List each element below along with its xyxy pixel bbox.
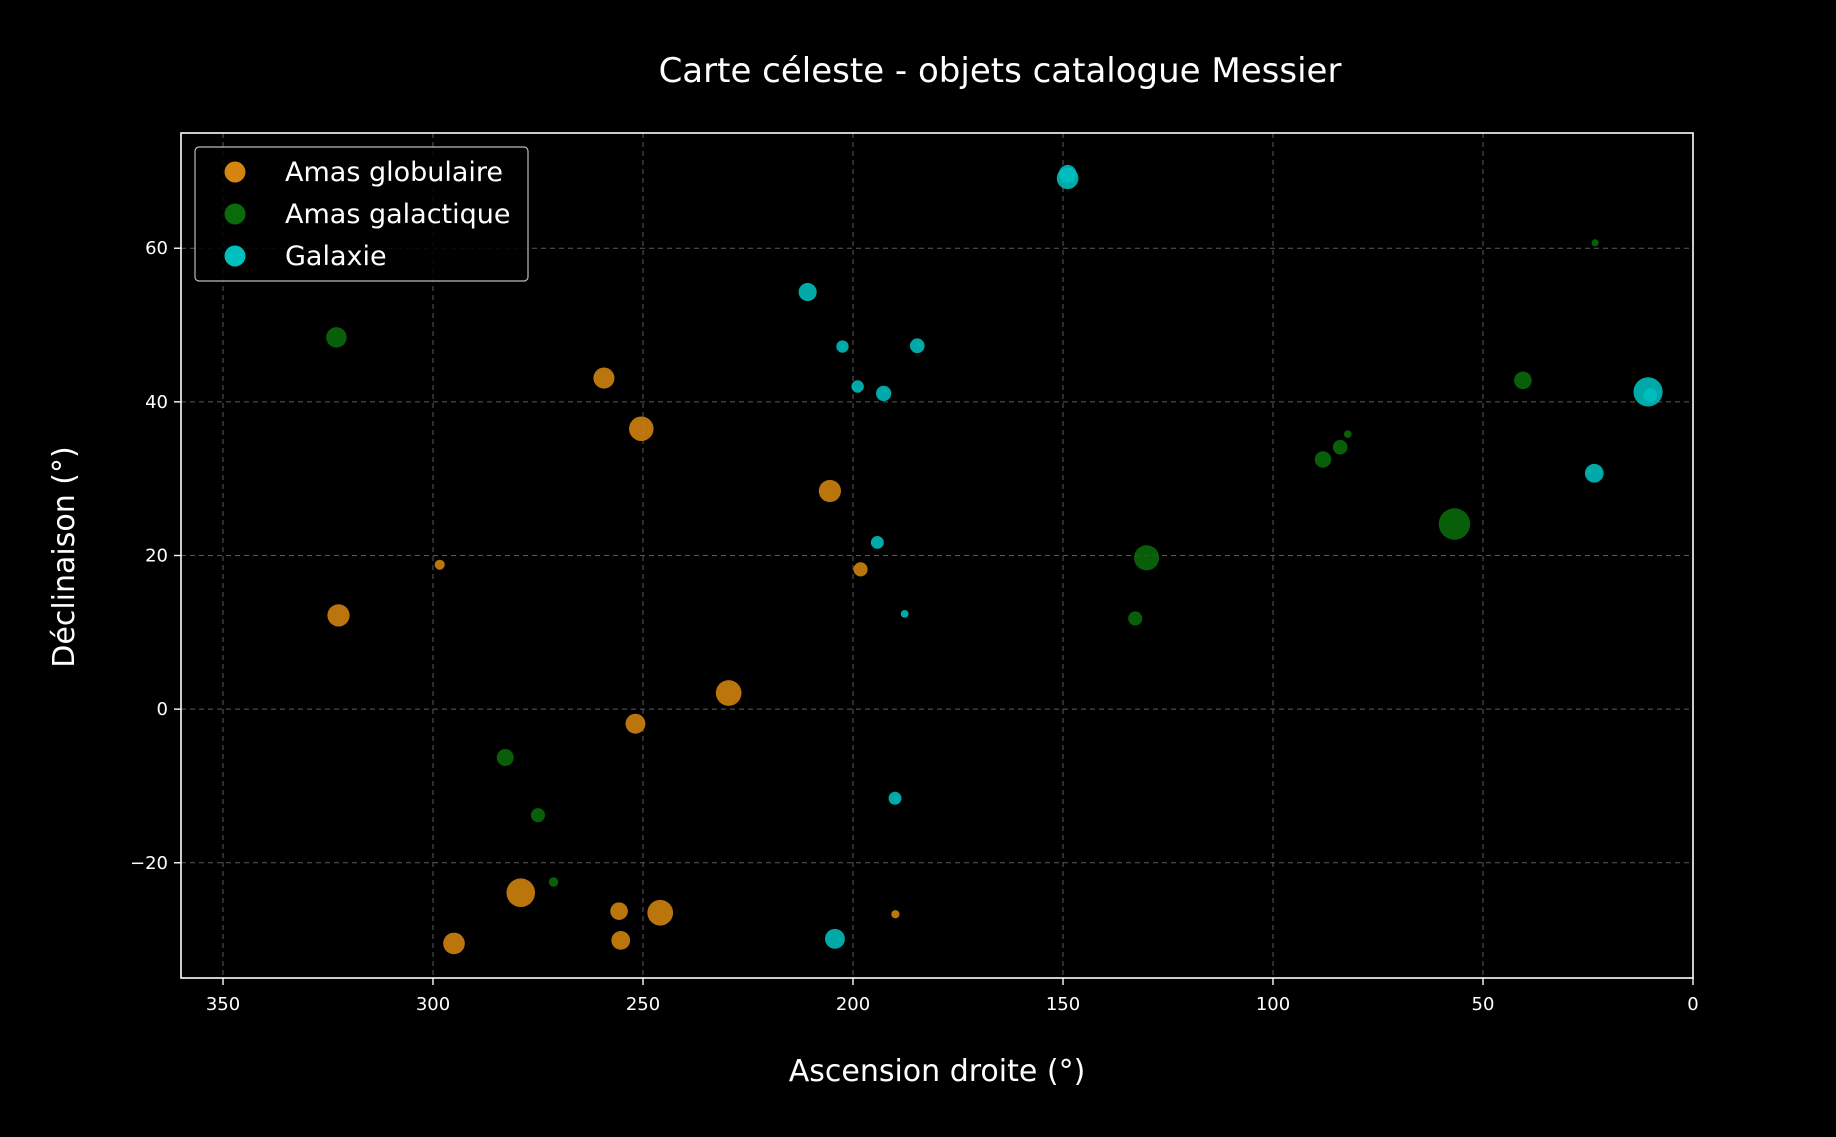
series-amas-galactique xyxy=(326,239,1599,887)
data-point xyxy=(593,367,615,389)
chart-title: Carte céleste - objets catalogue Messier xyxy=(659,51,1342,91)
data-point xyxy=(496,749,514,767)
data-point xyxy=(715,680,742,706)
data-point xyxy=(548,877,559,887)
y-tick-label: −20 xyxy=(130,853,168,874)
data-point xyxy=(836,340,849,353)
y-tick-label: 40 xyxy=(145,392,168,413)
legend-label: Amas globulaire xyxy=(285,157,503,188)
x-tick-label: 150 xyxy=(1046,994,1080,1015)
legend: Amas globulaire Amas galactique Galaxie xyxy=(194,146,529,282)
data-point xyxy=(1134,545,1160,571)
data-point xyxy=(506,878,536,908)
y-tick-label: 60 xyxy=(145,238,168,259)
data-point xyxy=(798,282,817,302)
x-tick-label: 50 xyxy=(1472,994,1495,1015)
series-amas-globulaire xyxy=(327,367,900,955)
data-point xyxy=(891,910,900,919)
data-point xyxy=(1343,430,1352,438)
data-point xyxy=(870,535,884,549)
data-point xyxy=(647,899,674,926)
data-point xyxy=(443,932,465,955)
data-point xyxy=(1584,463,1604,483)
data-point xyxy=(853,562,868,577)
x-tick-label: 200 xyxy=(836,994,870,1015)
data-point xyxy=(610,902,628,920)
data-point xyxy=(1643,388,1657,402)
data-point xyxy=(818,479,842,503)
x-axis-title: Ascension droite (°) xyxy=(789,1054,1086,1089)
data-point xyxy=(1514,371,1532,390)
legend-marker xyxy=(224,203,246,225)
data-point xyxy=(888,791,902,805)
data-point xyxy=(851,380,864,393)
series-galaxie xyxy=(798,164,1663,949)
data-point xyxy=(530,808,546,823)
x-tick-label: 350 xyxy=(206,994,240,1015)
data-point xyxy=(1591,239,1599,247)
data-point xyxy=(1332,439,1348,455)
data-point xyxy=(1438,508,1471,540)
y-axis-title: Déclinaison (°) xyxy=(47,446,82,667)
data-point xyxy=(1314,451,1332,468)
x-tick-label: 250 xyxy=(626,994,660,1015)
data-point xyxy=(824,928,845,949)
y-tick-label: 0 xyxy=(157,699,168,720)
data-point xyxy=(876,385,892,402)
data-points xyxy=(326,164,1663,955)
data-point xyxy=(434,559,445,570)
x-tick-label: 100 xyxy=(1256,994,1290,1015)
legend-marker xyxy=(224,161,246,183)
data-point xyxy=(900,610,909,618)
data-point xyxy=(611,930,631,950)
y-tick-label: 20 xyxy=(145,546,168,567)
data-point xyxy=(1128,611,1143,626)
x-tick-label: 0 xyxy=(1687,994,1698,1015)
legend-label: Galaxie xyxy=(285,241,387,272)
data-point xyxy=(327,604,350,627)
x-tick-label: 300 xyxy=(416,994,450,1015)
legend-marker xyxy=(224,245,246,267)
legend-label: Amas galactique xyxy=(285,199,511,230)
data-point xyxy=(1058,164,1077,183)
data-point xyxy=(326,327,347,348)
data-point xyxy=(909,338,925,354)
data-point xyxy=(629,416,654,442)
data-point xyxy=(625,713,646,734)
legend-box xyxy=(194,146,529,282)
